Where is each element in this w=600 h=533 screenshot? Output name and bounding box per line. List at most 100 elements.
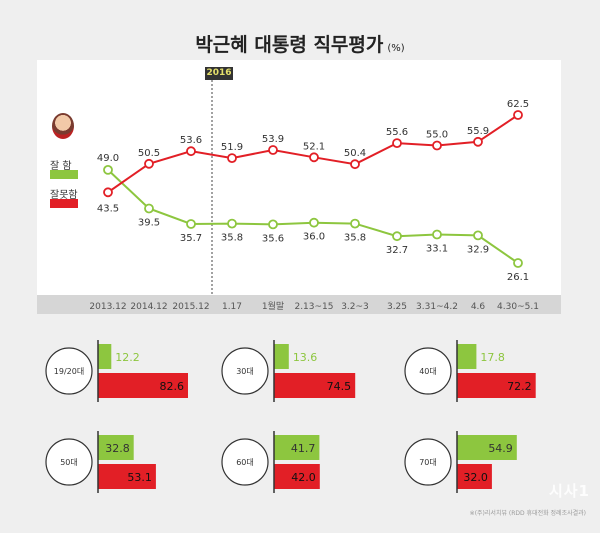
bar-good-5 [457, 435, 517, 460]
x-tick-label-5: 2.13~15 [294, 302, 333, 312]
bar-bad-label-5: 32.0 [463, 471, 488, 484]
age-label-0: 19/20대 [54, 367, 84, 376]
value-label-bad-3: 51.9 [221, 142, 243, 153]
point-bad-6 [350, 159, 360, 170]
value-label-bad-9: 55.9 [467, 126, 489, 137]
bar-bad-label-4: 42.0 [291, 471, 316, 484]
x-axis-band [37, 295, 561, 314]
value-label-good-6: 35.8 [344, 233, 366, 244]
value-label-bad-7: 55.6 [386, 127, 408, 138]
bar-bad-label-2: 72.2 [507, 380, 532, 393]
bar-good-label-4: 41.7 [291, 442, 316, 455]
point-good-9 [473, 230, 483, 241]
bar-good-3 [98, 435, 134, 460]
bar-good-label-2: 17.8 [480, 351, 505, 364]
value-label-bad-2: 53.6 [180, 135, 202, 146]
bar-good-label-0: 12.2 [115, 351, 139, 364]
value-label-bad-0: 43.5 [97, 203, 119, 214]
bar-bad-label-1: 74.5 [327, 380, 352, 393]
bar-bad-label-3: 53.1 [127, 471, 152, 484]
bar-good-label-5: 54.9 [488, 442, 513, 455]
legend-swatch-bad [50, 199, 78, 208]
value-label-good-7: 32.7 [386, 245, 408, 256]
bar-good-1 [274, 344, 289, 369]
point-good-0 [103, 164, 113, 175]
chart-title-text: 박근혜 대통령 직무평가 [195, 34, 384, 56]
bar-good-0 [98, 344, 112, 369]
point-good-8 [432, 229, 442, 240]
value-label-bad-6: 50.4 [344, 148, 366, 159]
bar-bad-4 [274, 464, 320, 489]
line-chart-panel [37, 60, 561, 314]
x-tick-label-1: 2014.12 [130, 302, 167, 312]
age-circle-3 [45, 438, 93, 486]
point-good-2 [186, 219, 196, 229]
president-photo-icon [52, 113, 74, 139]
point-good-4 [268, 219, 278, 230]
bar-good-label-3: 32.8 [105, 442, 130, 455]
age-label-5: 70대 [419, 458, 437, 467]
value-label-bad-5: 52.1 [303, 141, 325, 152]
value-label-good-2: 35.7 [180, 233, 202, 244]
value-label-bad-1: 50.5 [138, 148, 160, 159]
age-circle-2 [404, 347, 452, 395]
value-label-bad-10: 62.5 [507, 99, 529, 110]
bar-bad-label-0: 82.6 [160, 380, 185, 393]
x-tick-label-3: 1.17 [222, 302, 242, 312]
x-tick-label-0: 2013.12 [89, 302, 126, 312]
point-bad-2 [186, 146, 196, 157]
point-good-3 [227, 218, 237, 229]
value-label-bad-8: 55.0 [426, 130, 448, 141]
point-bad-5 [309, 152, 319, 163]
bar-bad-1 [274, 373, 356, 398]
point-good-10 [513, 258, 523, 268]
legend-label-bad: 잘못함 [50, 190, 78, 201]
value-label-good-8: 33.1 [426, 244, 448, 255]
legend-label-good: 잘 함 [50, 161, 72, 172]
news-logo: 시사1 [548, 482, 590, 500]
point-bad-9 [473, 136, 483, 147]
age-label-4: 60대 [236, 458, 254, 467]
age-label-3: 50대 [60, 458, 78, 467]
point-good-1 [144, 203, 154, 214]
age-circle-1 [221, 347, 269, 395]
point-bad-3 [227, 153, 237, 164]
point-bad-1 [144, 158, 154, 169]
point-bad-10 [513, 110, 523, 120]
legend-swatch-good [50, 170, 78, 179]
age-circle-0 [45, 347, 93, 395]
age-circle-5 [404, 438, 452, 486]
point-bad-4 [268, 145, 278, 155]
x-tick-label-2: 2015.12 [172, 302, 209, 312]
value-label-good-0: 49.0 [97, 153, 119, 164]
source-note: ※(주)리서치뷰 (RDD 휴대전화 정례조사결과) [469, 510, 586, 517]
x-tick-label-9: 4.6 [471, 302, 486, 312]
value-label-good-1: 39.5 [138, 218, 160, 229]
point-good-5 [309, 217, 319, 228]
value-label-good-4: 35.6 [262, 233, 284, 244]
x-tick-label-10: 4.30~5.1 [497, 302, 539, 312]
bar-bad-3 [98, 464, 156, 489]
bar-bad-5 [457, 464, 492, 489]
x-tick-label-8: 3.31~4.2 [416, 302, 458, 312]
series-line-good [107, 169, 519, 264]
age-label-1: 30대 [236, 367, 254, 376]
value-label-bad-4: 53.9 [262, 134, 284, 145]
bar-bad-2 [457, 373, 536, 398]
value-label-good-10: 26.1 [507, 272, 529, 283]
bar-good-4 [274, 435, 320, 460]
chart-title: 박근혜 대통령 직무평가 (%) [0, 30, 600, 57]
x-tick-label-4: 1월말 [262, 300, 284, 312]
age-circle-4 [221, 438, 269, 486]
bar-good-2 [457, 344, 477, 369]
point-bad-7 [392, 138, 402, 149]
point-bad-0 [103, 187, 113, 198]
year-2016-badge: 2016 [205, 67, 233, 80]
point-good-7 [392, 231, 402, 242]
point-good-6 [350, 218, 360, 229]
x-tick-label-6: 3.2~3 [341, 302, 369, 312]
chart-unit: (%) [387, 43, 405, 54]
age-label-2: 40대 [419, 367, 437, 376]
